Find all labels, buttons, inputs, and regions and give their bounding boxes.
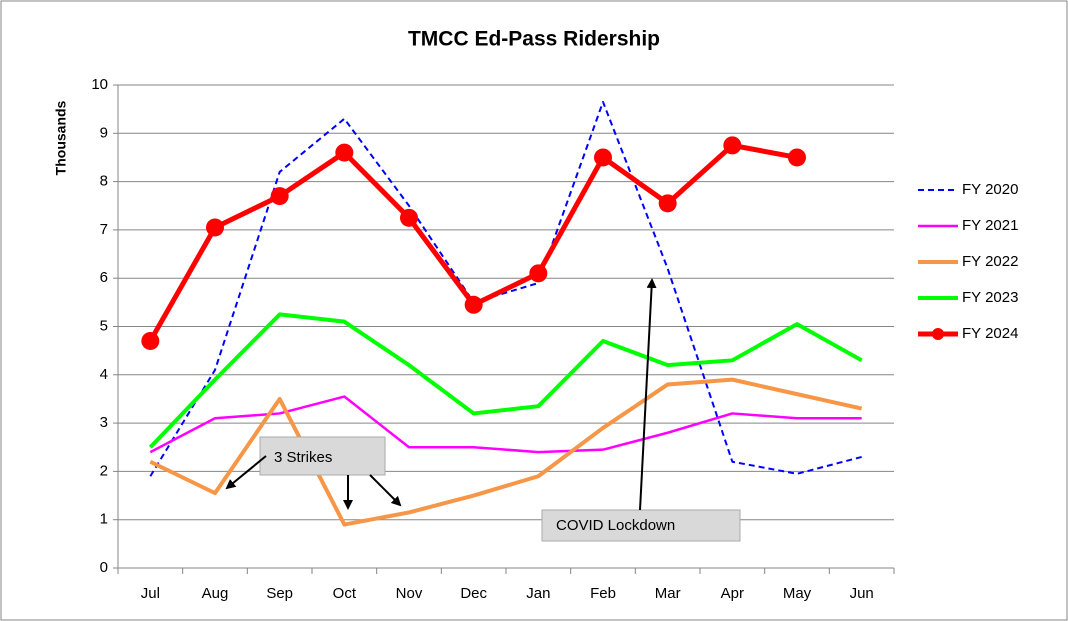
y-tick-label: 2 <box>100 462 108 479</box>
series-marker <box>141 331 160 350</box>
x-tick-label: Sep <box>266 585 293 602</box>
series-marker <box>529 264 548 283</box>
x-tick-label: Jul <box>141 585 160 602</box>
annotation-text: 3 Strikes <box>274 449 332 466</box>
annotation-arrow <box>225 455 267 490</box>
series-marker <box>270 187 289 206</box>
series-marker <box>464 295 483 314</box>
y-tick-label: 9 <box>100 124 108 141</box>
x-tick-label: Jun <box>850 585 874 602</box>
y-axis-label: Thousands <box>53 100 69 175</box>
x-tick-label: Feb <box>590 585 616 602</box>
chart-title: TMCC Ed-Pass Ridership <box>408 28 660 51</box>
x-tick-label: Aug <box>202 585 229 602</box>
x-tick-label: Oct <box>333 585 357 602</box>
series-line <box>149 100 862 477</box>
series-marker <box>400 208 418 227</box>
annotation-box <box>541 509 741 542</box>
annotations: 3 Strikes COVID Lockdown <box>225 278 741 542</box>
series-marker <box>788 148 806 167</box>
y-tick-label: 10 <box>91 76 108 93</box>
series-marker <box>594 148 612 167</box>
series-line <box>149 377 863 527</box>
y-tick-label: 1 <box>100 511 108 528</box>
series-marker <box>723 136 742 155</box>
y-tick-label: 8 <box>100 173 108 190</box>
y-tick-label: 5 <box>100 317 108 334</box>
legend-label: FY 2021 <box>962 217 1018 234</box>
y-tick-label: 4 <box>100 366 108 383</box>
series-line <box>148 312 863 449</box>
series-marker <box>658 194 677 213</box>
legend-label: FY 2023 <box>962 289 1018 306</box>
x-tick-label: May <box>783 585 812 602</box>
x-tick-label: Mar <box>655 585 681 602</box>
legend-marker <box>932 328 944 340</box>
annotation-text: COVID Lockdown <box>556 517 675 534</box>
series-marker <box>206 218 224 237</box>
y-tick-label: 6 <box>100 269 108 286</box>
annotation-arrow <box>369 474 402 507</box>
legend-label: FY 2022 <box>962 253 1018 270</box>
x-tick-label: Nov <box>396 585 423 602</box>
legend-label: FY 2020 <box>962 181 1018 198</box>
annotation-box <box>259 436 386 476</box>
y-tick-label: 0 <box>100 559 108 576</box>
y-tick-label: 3 <box>100 414 108 431</box>
series-marker <box>335 143 354 162</box>
x-tick-label: Apr <box>721 585 744 602</box>
annotation-arrow <box>639 278 657 511</box>
x-tick-label: Jan <box>526 585 550 602</box>
x-tick-label: Dec <box>460 585 487 602</box>
y-tick-label: 7 <box>100 221 108 238</box>
plot-area: 0 1 2 3 4 5 6 7 8 9 10 Jul Aug Sep Oct Nov Dec Jan Feb Mar A… <box>91 76 895 602</box>
legend-label: FY 2024 <box>962 325 1018 342</box>
